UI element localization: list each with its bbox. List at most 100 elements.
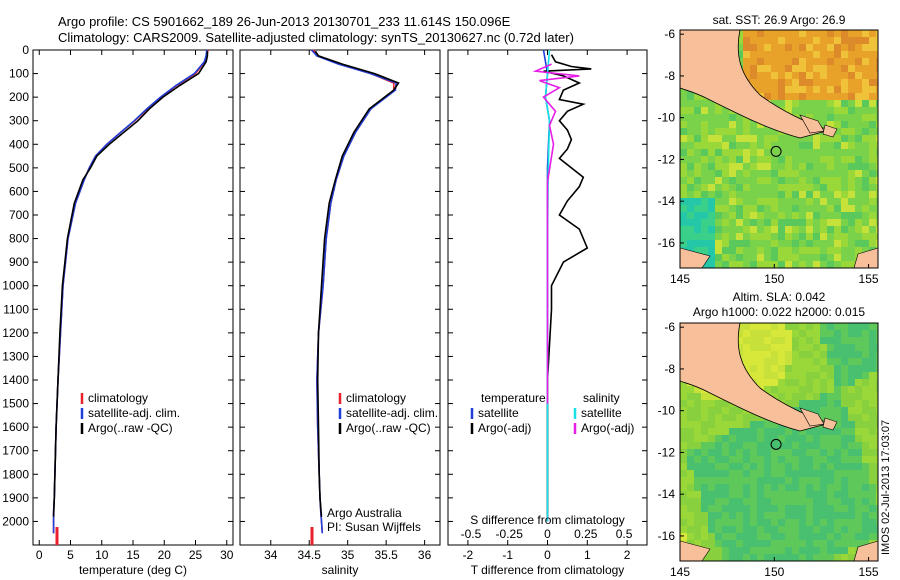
map-cell xyxy=(869,156,876,163)
map-cell xyxy=(771,226,778,233)
map-cell xyxy=(834,219,841,226)
map-cell xyxy=(855,233,862,240)
map-cell xyxy=(687,484,694,491)
y-tick-label: -16 xyxy=(658,529,676,543)
map-cell xyxy=(799,540,806,547)
map-cell xyxy=(848,240,855,247)
map-cell xyxy=(757,512,764,519)
map-cell xyxy=(687,205,694,212)
legend-label: Argo(..raw -QC) xyxy=(346,421,431,435)
map-cell xyxy=(841,491,848,498)
map-cell xyxy=(827,463,834,470)
map-cell xyxy=(862,86,869,93)
map-cell xyxy=(820,337,827,344)
map-cell xyxy=(722,470,729,477)
map-cell xyxy=(862,135,869,142)
map-cell xyxy=(708,205,715,212)
map-cell xyxy=(862,414,869,421)
map-cell xyxy=(862,477,869,484)
map-cell xyxy=(687,121,694,128)
map-cell xyxy=(862,100,869,107)
map-cell xyxy=(729,212,736,219)
map-cell xyxy=(757,58,764,65)
map-subtitle: Argo h1000: 0.022 h2000: 0.015 xyxy=(693,305,865,319)
map-cell xyxy=(862,121,869,128)
map-cell xyxy=(764,372,771,379)
legend-label: temperature xyxy=(481,391,546,405)
series-line xyxy=(532,63,580,404)
map-cell xyxy=(820,540,827,547)
map-cell xyxy=(750,44,757,51)
map-cell xyxy=(799,100,806,107)
map-cell xyxy=(750,540,757,547)
map-cell xyxy=(876,86,878,93)
map-cell xyxy=(778,51,785,58)
map-cell xyxy=(785,533,792,540)
map-cell xyxy=(827,107,834,114)
map-cell xyxy=(806,470,813,477)
map-cell xyxy=(694,240,701,247)
map-cell xyxy=(806,233,813,240)
map-cell xyxy=(820,414,827,421)
map-cell xyxy=(785,142,792,149)
map-cell xyxy=(757,79,764,86)
map-cell xyxy=(722,526,729,533)
map-cell xyxy=(813,442,820,449)
top-tick-label: 0.25 xyxy=(574,527,598,541)
map-cell xyxy=(764,442,771,449)
map-cell xyxy=(799,135,806,142)
map-cell xyxy=(855,512,862,519)
map-cell xyxy=(722,435,729,442)
map-cell xyxy=(708,163,715,170)
map-cell xyxy=(771,135,778,142)
map-cell xyxy=(834,414,841,421)
map-cell xyxy=(820,93,827,100)
map-cell xyxy=(827,512,834,519)
map-cell xyxy=(771,442,778,449)
map-cell xyxy=(701,100,708,107)
map-cell xyxy=(708,254,715,261)
map-cell xyxy=(813,233,820,240)
map-cell xyxy=(778,149,785,156)
map-cell xyxy=(876,135,878,142)
map-cell xyxy=(834,435,841,442)
map-cell xyxy=(729,226,736,233)
map-cell xyxy=(834,163,841,170)
map-cell xyxy=(869,533,876,540)
map-cell xyxy=(862,540,869,547)
y-tick-label: -8 xyxy=(664,69,675,83)
map-cell xyxy=(715,505,722,512)
map-cell xyxy=(715,421,722,428)
map-cell xyxy=(848,177,855,184)
map-cell xyxy=(799,456,806,463)
map-cell xyxy=(848,372,855,379)
map-cell xyxy=(799,93,806,100)
map-cell xyxy=(708,393,715,400)
map-cell xyxy=(876,407,878,414)
top-tick-label: -0.5 xyxy=(461,527,482,541)
map-cell xyxy=(757,414,764,421)
map-cell xyxy=(785,512,792,519)
map-cell xyxy=(743,470,750,477)
map-cell xyxy=(701,226,708,233)
map-cell xyxy=(778,505,785,512)
legend-label: Argo(..raw -QC) xyxy=(88,421,173,435)
map-cell xyxy=(757,156,764,163)
map-cell xyxy=(778,456,785,463)
map-cell xyxy=(778,30,785,37)
y-tick-label: 1000 xyxy=(2,279,29,293)
map-cell xyxy=(848,219,855,226)
map-cell xyxy=(750,184,757,191)
map-cell xyxy=(750,205,757,212)
map-cell xyxy=(743,177,750,184)
map-cell xyxy=(722,400,729,407)
map-cell xyxy=(820,51,827,58)
map-cell xyxy=(876,65,878,72)
map-cell xyxy=(806,386,813,393)
map-cell xyxy=(820,240,827,247)
map-cell xyxy=(722,142,729,149)
map-cell xyxy=(764,30,771,37)
legend-label: satellite xyxy=(478,406,519,420)
map-cell xyxy=(694,107,701,114)
map-cell xyxy=(855,358,862,365)
